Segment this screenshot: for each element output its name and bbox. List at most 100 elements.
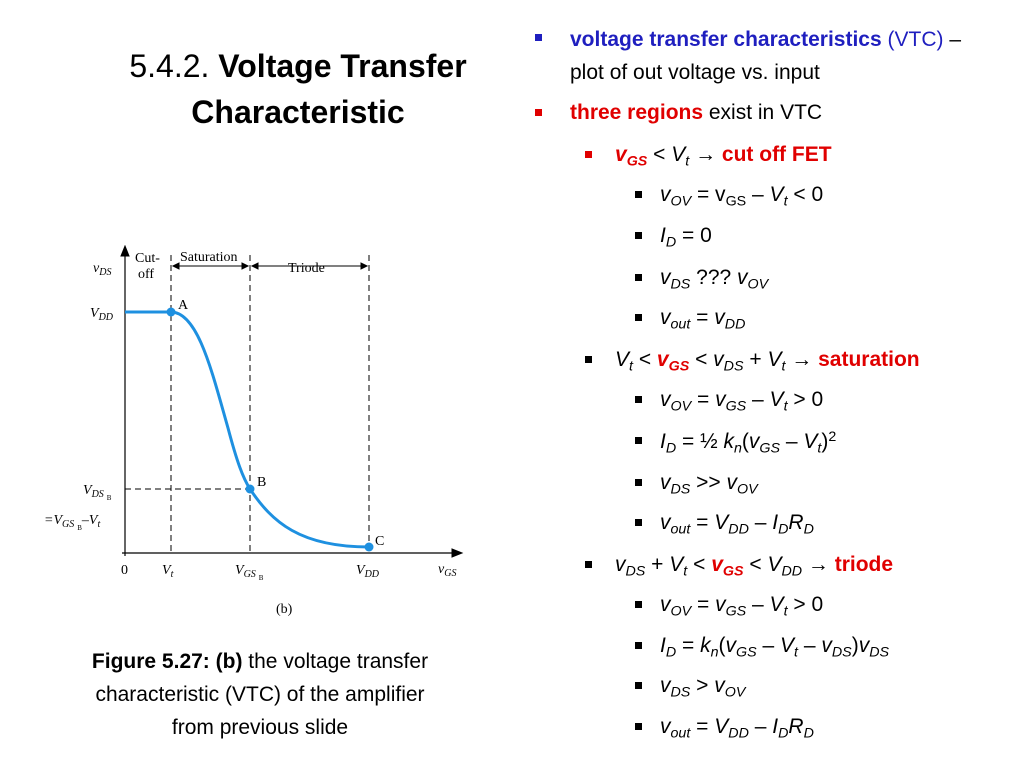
bullet-item: Vt < vGS < vDS + Vt → saturation	[615, 348, 920, 374]
text-segment: OV	[670, 603, 692, 620]
text-segment: t	[629, 358, 633, 375]
text-segment: v	[714, 674, 725, 697]
text-segment: =	[691, 593, 716, 616]
text-segment: = v	[691, 183, 726, 206]
vtc-figure: vDS vGS VDD VDS B =VGS B–Vt 0 Vt VGS B VDD …	[44, 245, 464, 617]
caption-line: Figure 5.27: (b) the voltage transfer	[30, 650, 490, 674]
text-segment: (	[718, 634, 726, 657]
text-segment: t	[781, 358, 786, 375]
title-line: Characteristic	[191, 94, 405, 130]
title-number: 5.4.2.	[129, 48, 210, 84]
text-segment: out	[670, 521, 691, 538]
text-segment: I	[660, 634, 666, 657]
text-segment: t	[783, 603, 788, 620]
bullet-item: vDS >> vOV	[660, 471, 758, 497]
bullet-item: vOV = vGS – Vt > 0	[660, 388, 823, 414]
text-segment: DS	[670, 481, 691, 498]
text-segment: (	[741, 430, 749, 454]
label: 0	[121, 563, 128, 578]
bullet-item: vDS > vOV	[660, 674, 745, 700]
text-segment: t	[783, 398, 788, 415]
text-segment: –	[746, 183, 770, 206]
bullet-marker	[635, 314, 642, 321]
bullet-item: vGS < Vt → cut off FET	[615, 143, 832, 169]
text-segment: V	[769, 593, 784, 616]
text-segment: GS	[725, 193, 747, 210]
caption-line: from previous slide	[171, 716, 349, 739]
text-segment: OV	[670, 398, 692, 415]
text-segment: <	[743, 553, 768, 576]
caption-text: the voltage transfer	[242, 650, 429, 673]
bullet-item: vDS ??? vOV	[660, 266, 768, 292]
text-segment: V	[615, 348, 630, 371]
bullet-item: three regions exist in VTC	[570, 101, 822, 125]
text-segment: three regions	[570, 101, 704, 124]
text-segment: out	[670, 725, 691, 742]
text-segment: DD	[728, 521, 749, 538]
bullet-item: vOV = vGS – Vt < 0	[660, 183, 823, 209]
text-segment: –	[780, 430, 804, 454]
bullet-marker	[635, 519, 642, 526]
text-segment: v	[714, 306, 725, 329]
text-segment: =	[691, 388, 716, 411]
bullet-item: vout = vDD	[660, 306, 745, 332]
text-segment: V	[767, 553, 782, 576]
text-segment: +	[645, 553, 670, 576]
text-segment: =	[690, 715, 715, 738]
text-segment: v	[858, 634, 870, 657]
text-segment: OV	[747, 276, 769, 293]
text-segment: OV	[737, 481, 758, 498]
point-label: C	[375, 534, 384, 549]
text-segment: t	[794, 644, 798, 661]
bullet-item: vout = VDD – IDRD	[660, 511, 814, 537]
text-segment: DS	[831, 644, 852, 661]
text-segment: V	[803, 430, 818, 454]
text-segment: D	[665, 234, 677, 251]
label: vGS	[438, 562, 456, 579]
text-segment: v	[725, 634, 737, 657]
label: VGS B	[235, 563, 264, 582]
caption-line: characteristic (VTC) of the amplifier	[95, 683, 425, 706]
text-segment: out	[670, 316, 691, 333]
text-segment: V	[780, 634, 795, 657]
bullet-item: ID = ½ kn(vGS – Vt)2	[660, 429, 836, 456]
text-segment: I	[660, 430, 666, 454]
text-segment: DS	[670, 684, 691, 701]
text-segment: = ½	[676, 430, 724, 454]
text-segment: v	[711, 553, 723, 576]
text-segment: cut off FET	[721, 143, 832, 166]
text-segment: v	[660, 266, 671, 289]
text-segment: GS	[759, 440, 780, 457]
text-segment: –	[748, 715, 773, 738]
text-segment: v	[660, 306, 671, 329]
text-segment: =	[676, 634, 701, 657]
text-segment: voltage transfer characteristics	[570, 28, 882, 51]
text-segment: v	[660, 388, 671, 411]
bullet-marker	[635, 642, 642, 649]
text-segment: <	[632, 348, 657, 371]
bullet-item: ID = 0	[660, 224, 712, 250]
text-segment: V	[671, 143, 686, 166]
text-segment: I	[772, 511, 779, 534]
text-segment: v	[748, 430, 760, 454]
text-segment: =	[690, 306, 715, 329]
text-segment: >>	[690, 471, 727, 494]
text-segment: OV	[724, 684, 746, 701]
text-segment: I	[660, 224, 666, 247]
text-segment: v	[737, 266, 748, 289]
text-segment: <	[647, 143, 672, 166]
bullet-marker	[585, 356, 592, 363]
text-segment: D	[778, 725, 789, 742]
text-segment: ???	[690, 266, 738, 289]
text-segment: D	[665, 644, 677, 661]
text-segment: v	[660, 471, 671, 494]
text-segment: v	[615, 553, 626, 576]
text-segment: k	[700, 634, 711, 657]
text-segment: v	[660, 715, 671, 738]
text-segment: (VTC)	[881, 28, 944, 51]
label: Vt	[162, 563, 174, 580]
title-bold: Voltage Transfer	[218, 48, 467, 84]
bullet-marker	[635, 437, 642, 444]
text-segment: →	[785, 348, 819, 371]
